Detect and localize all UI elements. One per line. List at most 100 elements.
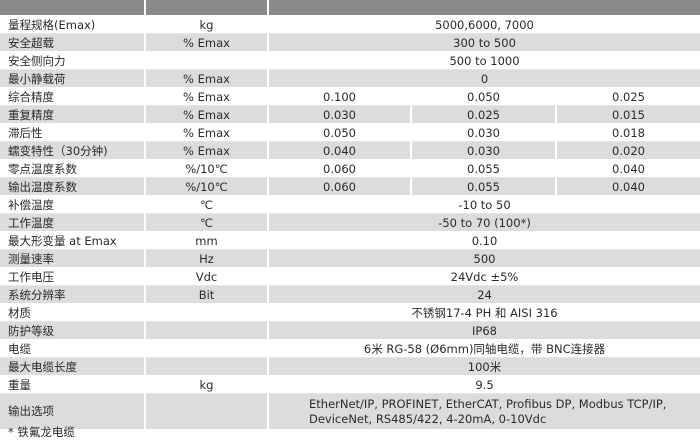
table-row: 电缆 6米 RG-58 (Ø6mm)同轴电缆，带 BNC连接器 [0, 339, 700, 358]
param-unit: % Emax [144, 105, 268, 124]
header-cell [0, 0, 145, 16]
param-unit: % Emax [144, 33, 268, 52]
param-label: 材质 [0, 303, 145, 322]
param-value: 0.025 [410, 105, 556, 124]
param-value: 0 [266, 69, 700, 88]
param-label: 综合精度 [0, 87, 145, 106]
param-label: 重复精度 [0, 105, 145, 124]
param-value: 0.040 [267, 141, 411, 160]
param-unit: % Emax [144, 141, 268, 160]
table-row: 综合精度% Emax 0.100 0.050 0.025 [0, 87, 700, 106]
table-row: 最大形变量 at Emax mm 0.10 [0, 231, 700, 250]
param-value: 0.040 [554, 177, 700, 196]
param-unit: %/10℃ [144, 177, 268, 196]
param-unit: % Emax [144, 87, 268, 106]
header-cell [266, 0, 700, 16]
param-unit [144, 393, 268, 430]
param-label: 系统分辨率 [0, 285, 145, 304]
footnote: * 铁氟龙电缆 [8, 425, 75, 439]
param-label: 安全超载 [0, 33, 145, 52]
table-row: 工作温度 ℃ -50 to 70 (100*) [0, 213, 700, 232]
param-value: 24 [266, 285, 700, 304]
param-label: 蠕变特性（30分钟) [0, 141, 145, 160]
param-unit: ℃ [144, 213, 268, 232]
param-unit: kg [144, 375, 268, 394]
table-row: 蠕变特性（30分钟)% Emax 0.040 0.030 0.020 [0, 141, 700, 160]
param-label: 量程规格(Emax) [0, 15, 145, 34]
param-value: 0.055 [410, 177, 556, 196]
spec-table: 量程规格(Emax) kg 5000,6000, 7000 安全超载% Emax 300… [0, 0, 700, 430]
param-unit: kg [144, 15, 268, 34]
table-row: 工作电压 Vdc 24Vdc ±5% [0, 267, 700, 286]
param-value: 0.020 [554, 141, 700, 160]
param-value: 0.040 [554, 159, 700, 178]
param-unit [144, 303, 268, 322]
table-row: 重复精度% Emax 0.030 0.025 0.015 [0, 105, 700, 124]
param-label: 滞后性 [0, 123, 145, 142]
param-label: 输出选项 [0, 393, 145, 430]
param-unit: ℃ [144, 195, 268, 214]
param-value: 0.10 [266, 231, 700, 250]
param-value: -10 to 50 [266, 195, 700, 214]
param-value: 300 to 500 [266, 33, 700, 52]
param-value: 不锈钢17-4 PH 和 AISI 316 [266, 303, 700, 322]
param-unit: mm [144, 231, 268, 250]
param-value: 0.030 [410, 141, 556, 160]
param-unit [144, 51, 268, 70]
param-value: 0.060 [267, 159, 411, 178]
param-value: 0.060 [267, 177, 411, 196]
table-row: 输出温度系数 %/10℃ 0.060 0.055 0.040 [0, 177, 700, 196]
table-row: 补偿温度 ℃ -10 to 50 [0, 195, 700, 214]
param-label: 工作电压 [0, 267, 145, 286]
table-row: 系统分辨率 Bit 24 [0, 285, 700, 304]
param-label: 补偿温度 [0, 195, 145, 214]
table-row: 防护等级 IP68 [0, 321, 700, 340]
param-unit: %/10℃ [144, 159, 268, 178]
param-unit: Hz [144, 249, 268, 268]
table-row: 安全超载% Emax 300 to 500 [0, 33, 700, 52]
table-row: 重量 kg 9.5 [0, 375, 700, 394]
param-value: EtherNet/IP, PROFINET, EtherCAT, Profibu… [266, 393, 700, 430]
param-label: 重量 [0, 375, 145, 394]
table-row: 测量速率 Hz 500 [0, 249, 700, 268]
param-value: 0.030 [267, 105, 411, 124]
param-unit [144, 357, 268, 376]
param-value: 100米 [266, 357, 700, 376]
header-cell [144, 0, 268, 16]
param-value: 0.055 [410, 159, 556, 178]
param-label: 防护等级 [0, 321, 145, 340]
param-value: 0.030 [410, 123, 556, 142]
param-value: 500 [266, 249, 700, 268]
param-unit: % Emax [144, 123, 268, 142]
param-value: 0.015 [554, 105, 700, 124]
param-label: 最大电缆长度 [0, 357, 145, 376]
param-value: 9.5 [266, 375, 700, 394]
param-value: 0.025 [554, 87, 700, 106]
param-value: 24Vdc ±5% [266, 267, 700, 286]
param-unit [144, 321, 268, 340]
table-row: 安全侧向力 500 to 1000 [0, 51, 700, 70]
param-label: 安全侧向力 [0, 51, 145, 70]
param-unit: Vdc [144, 267, 268, 286]
param-value: 0.100 [267, 87, 411, 106]
param-value: 500 to 1000 [266, 51, 700, 70]
table-row: 最大电缆长度 100米 [0, 357, 700, 376]
table-row: 输出选项 EtherNet/IP, PROFINET, EtherCAT, Pro… [0, 393, 700, 430]
param-value: -50 to 70 (100*) [266, 213, 700, 232]
table-header [0, 0, 700, 16]
param-unit: Bit [144, 285, 268, 304]
param-label: 测量速率 [0, 249, 145, 268]
param-value: IP68 [266, 321, 700, 340]
table-row: 零点温度系数 %/10℃ 0.060 0.055 0.040 [0, 159, 700, 178]
param-value: 0.050 [410, 87, 556, 106]
param-value: 0.018 [554, 123, 700, 142]
param-label: 最大形变量 at Emax [0, 231, 145, 250]
table-row: 材质 不锈钢17-4 PH 和 AISI 316 [0, 303, 700, 322]
param-value: 6米 RG-58 (Ø6mm)同轴电缆，带 BNC连接器 [266, 339, 700, 358]
param-label: 电缆 [0, 339, 145, 358]
param-label: 输出温度系数 [0, 177, 145, 196]
param-label: 最小静载荷 [0, 69, 145, 88]
table-row: 最小静载荷% Emax 0 [0, 69, 700, 88]
param-label: 零点温度系数 [0, 159, 145, 178]
param-value: 5000,6000, 7000 [266, 15, 700, 34]
